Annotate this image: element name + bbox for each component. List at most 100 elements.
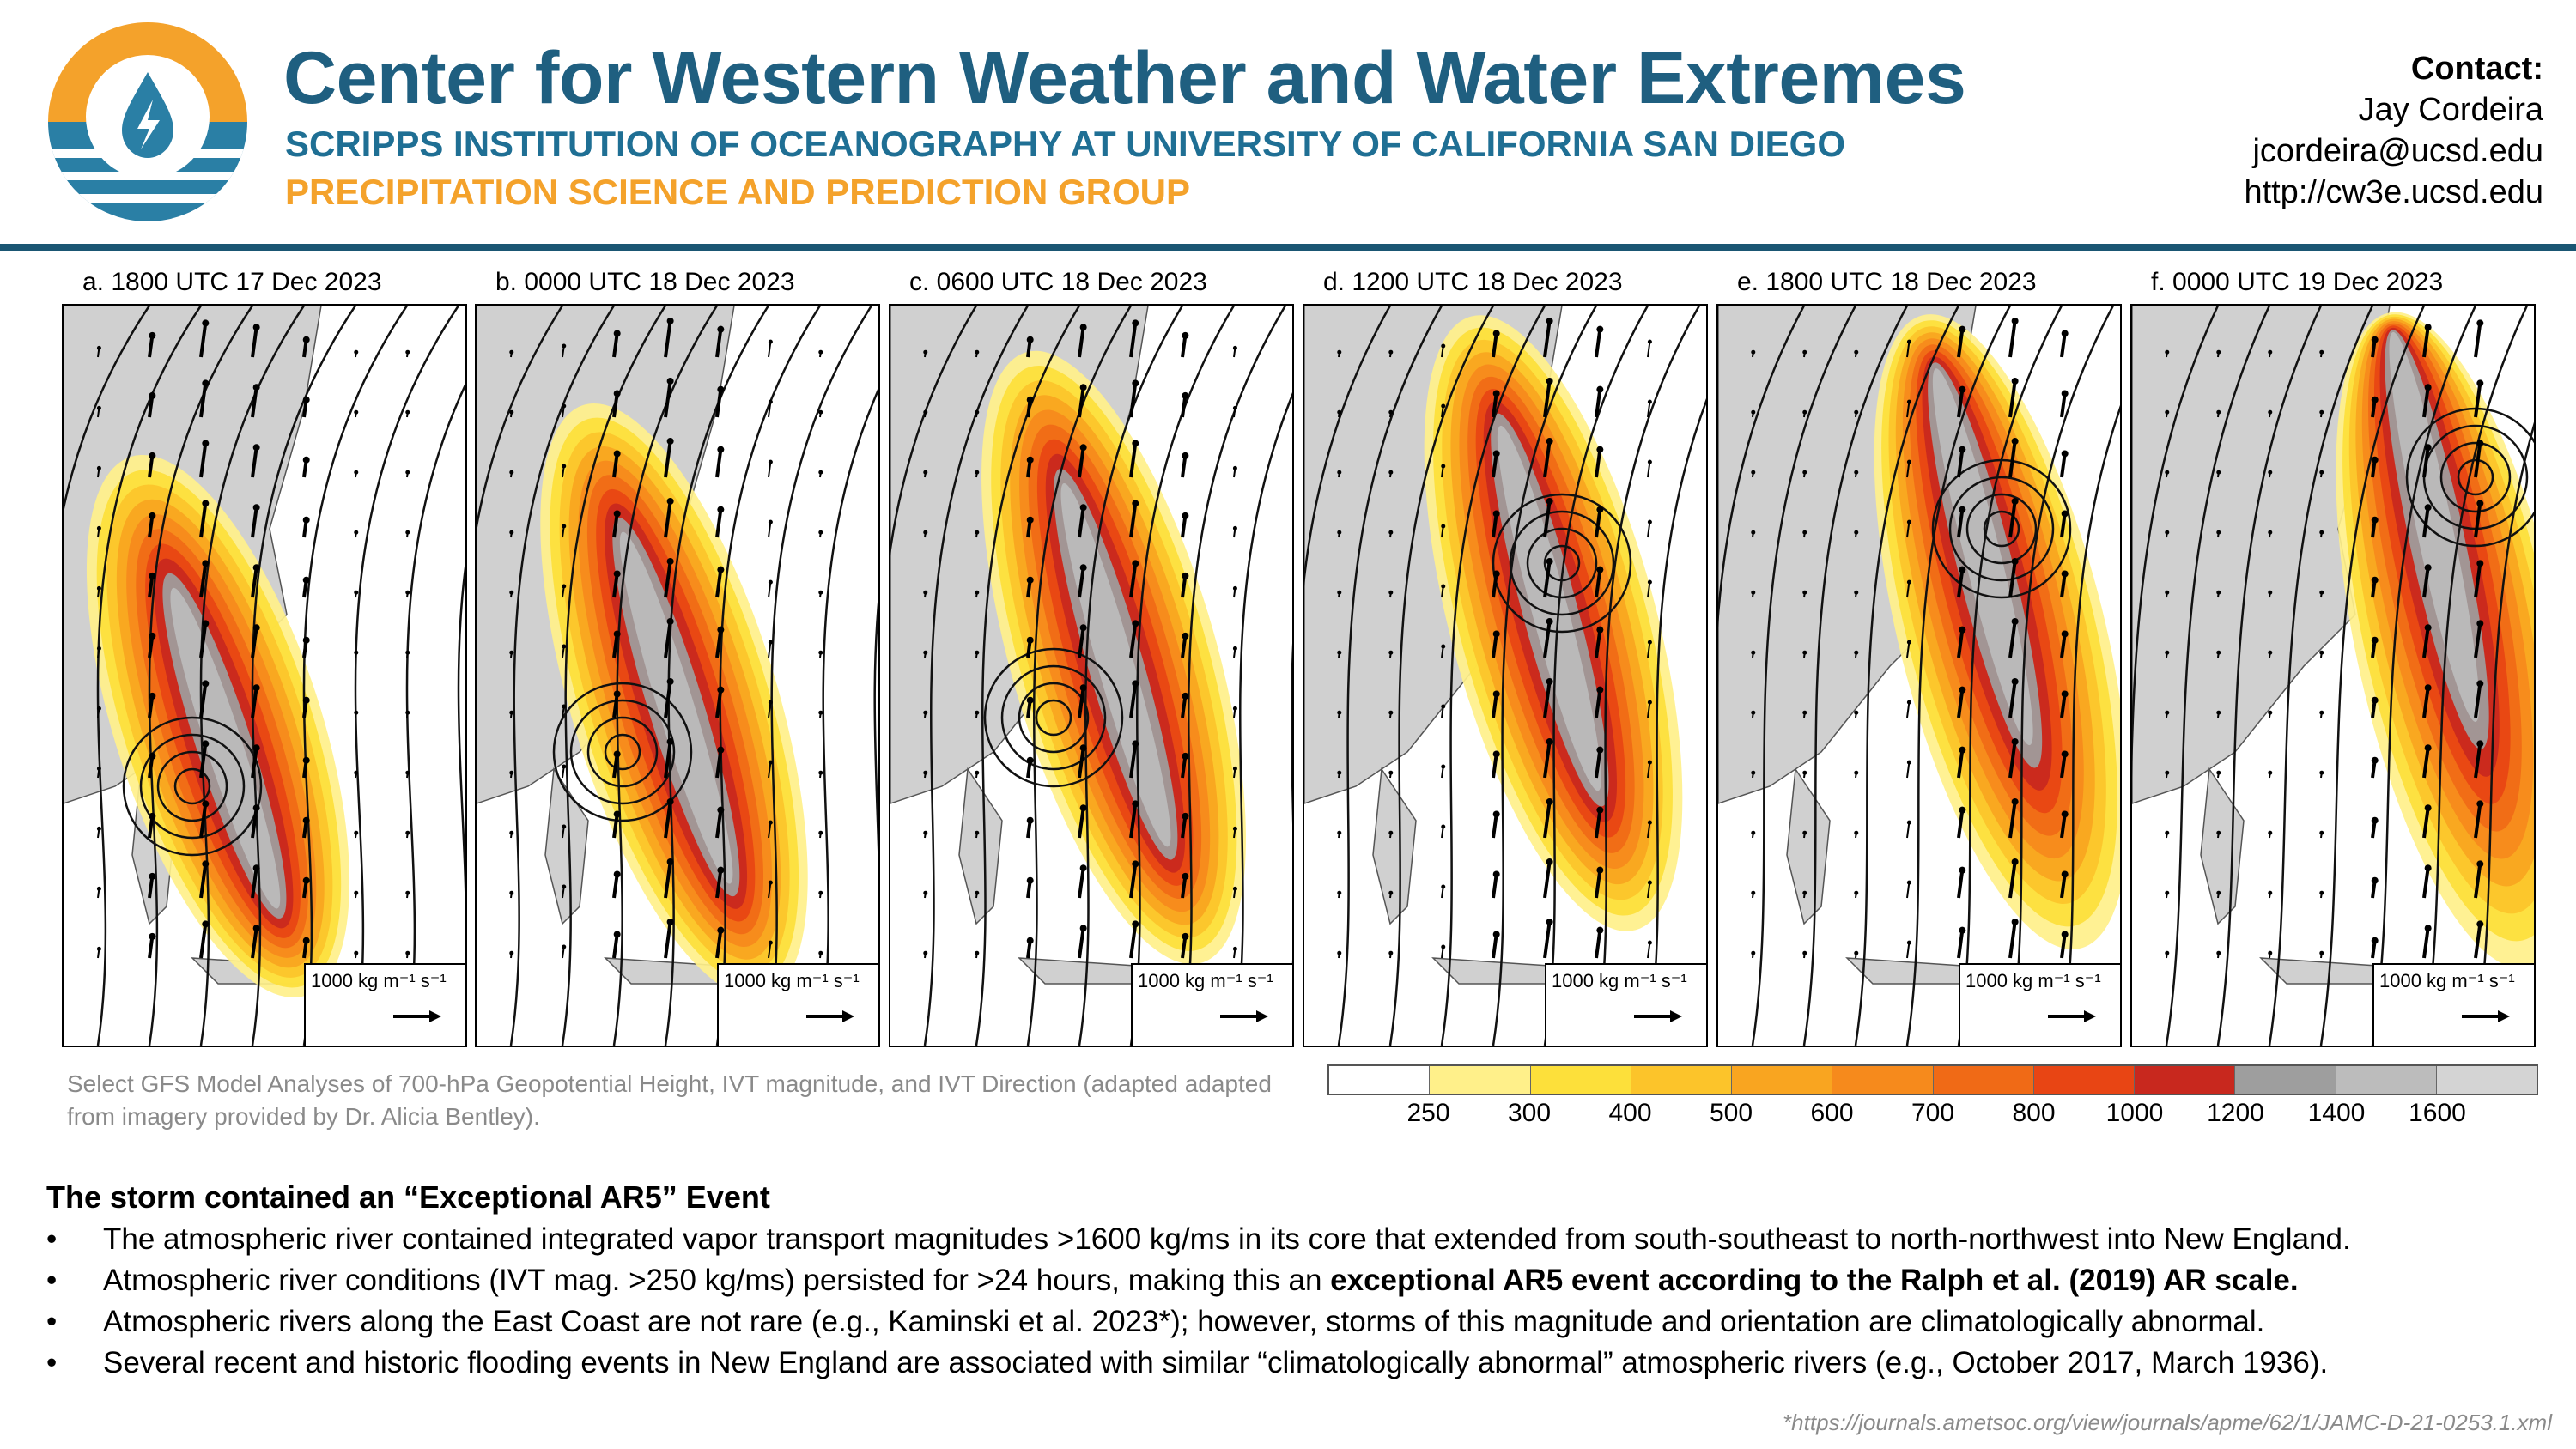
ivt-vector <box>2008 621 2017 658</box>
ivt-vector-head <box>1751 710 1756 715</box>
ivt-vector-head <box>1388 530 1394 535</box>
ivt-vector-head <box>1026 336 1034 343</box>
ivt-vector-head <box>717 446 725 453</box>
ivt-vector <box>1129 443 1138 478</box>
ivt-vector-head <box>666 918 674 925</box>
ivt-vector-head <box>1647 700 1652 705</box>
ivt-vector-head <box>975 710 980 715</box>
ivt-vector-head <box>1441 464 1446 469</box>
ivt-vector-head <box>666 377 674 385</box>
height-contour <box>2268 306 2374 1046</box>
ivt-vector-head <box>1546 317 1553 324</box>
height-contour <box>1026 306 1133 1046</box>
ivt-vector-head <box>2011 918 2019 925</box>
ivt-vector-head <box>2268 770 2273 775</box>
ivt-vector-head <box>1647 820 1652 825</box>
ivt-vector <box>1129 383 1138 418</box>
ivt-vector-head <box>1337 830 1342 835</box>
ivt-vector-head <box>2061 750 2069 758</box>
ivt-vector <box>1906 641 1911 658</box>
ivt-vector <box>1543 621 1552 658</box>
ivt-vector-head <box>202 680 210 688</box>
reference-vector-label: 1000 kg m⁻¹ s⁻¹ <box>311 970 447 991</box>
contact-email[interactable]: jcordeira@ucsd.edu <box>2252 133 2543 169</box>
ivt-vector-head <box>562 403 567 409</box>
ivt-vector-head <box>1647 880 1652 885</box>
ivt-vector-head <box>2216 770 2221 775</box>
ivt-vector-head <box>1854 890 1859 895</box>
ivt-vector-head <box>149 692 156 700</box>
ivt-vector-head <box>1232 826 1237 831</box>
ivt-vector-head <box>1596 325 1604 333</box>
ivt-vector-head <box>1026 576 1034 584</box>
ivt-vector-head <box>202 620 210 627</box>
ivt-vector-head <box>1132 800 1139 808</box>
ivt-vector-head <box>1182 391 1189 399</box>
ivt-vector-head <box>149 391 156 399</box>
ivt-vector <box>664 921 672 959</box>
ivt-vector-head <box>1802 650 1807 655</box>
ivt-vector <box>2474 924 2482 959</box>
ivt-vector-head <box>666 797 674 805</box>
ivt-vector <box>148 755 155 779</box>
contact-url[interactable]: http://cw3e.ucsd.edu <box>2244 174 2543 210</box>
ivt-vector <box>1543 681 1552 718</box>
ivt-vector-head <box>509 770 514 775</box>
ivt-vector <box>148 815 155 839</box>
ivt-vector-head <box>666 557 674 565</box>
ivt-vector-head <box>1132 560 1139 567</box>
ivt-vector <box>2422 687 2430 718</box>
height-contour <box>2165 306 2271 1046</box>
ivt-vector <box>1181 515 1188 538</box>
height-contour <box>1509 510 1615 616</box>
ivt-vector <box>2008 681 2017 718</box>
footnote-reference[interactable]: *https://journals.ametsoc.org/view/journ… <box>1783 1410 2552 1435</box>
ivt-vector-head <box>1388 830 1394 835</box>
ivt-vector <box>1492 634 1498 658</box>
ivt-vector-head <box>1441 644 1446 649</box>
ivt-vector-head <box>923 590 928 595</box>
ivt-vector <box>2060 453 2067 478</box>
cw3e-logo <box>46 21 249 223</box>
ivt-vector <box>1078 927 1085 959</box>
ivt-vector-head <box>1546 497 1553 505</box>
ivt-vector-head <box>2216 470 2221 475</box>
ivt-vector-head <box>1647 640 1652 645</box>
ivt-vector <box>1078 807 1085 839</box>
ivt-vector-head <box>923 409 928 415</box>
height-contour <box>1751 306 1857 1046</box>
ivt-vector-head <box>2476 500 2484 507</box>
ivt-vector-head <box>1492 931 1500 938</box>
ivt-vector <box>612 934 619 959</box>
ivt-vector <box>2008 440 2017 478</box>
ivt-vector <box>251 567 258 598</box>
ivt-vector-head <box>2424 624 2432 632</box>
ivt-vector <box>2474 323 2482 358</box>
ivt-vector-head <box>1441 584 1446 589</box>
ivt-vector-head <box>2371 336 2379 343</box>
height-contour <box>457 560 465 1046</box>
ivt-vector <box>148 455 155 478</box>
ivt-vector-head <box>1182 512 1189 519</box>
ivt-vector <box>2060 513 2067 538</box>
ivt-vector-head <box>1546 557 1553 565</box>
ivt-vector-head <box>149 752 156 760</box>
ivt-vector-head <box>613 750 621 758</box>
ivt-vector-head <box>818 830 823 835</box>
ivt-vector-head <box>1388 650 1394 655</box>
ivt-vector-head <box>1182 812 1189 820</box>
ivt-vector-head <box>509 830 514 835</box>
ivt-vector-head <box>1751 409 1756 415</box>
ivt-vector <box>2008 561 2017 598</box>
ivt-vector-head <box>1132 379 1139 387</box>
ivt-vector-head <box>2371 696 2379 704</box>
ivt-vector <box>1078 567 1085 598</box>
ivt-vector-head <box>1647 339 1652 344</box>
ivt-vector-head <box>2268 530 2273 535</box>
ivt-vector <box>1906 701 1911 718</box>
ivt-vector-head <box>509 890 514 895</box>
ivt-vector <box>1129 803 1138 839</box>
ivt-vector-head <box>1802 830 1807 835</box>
ivt-vector <box>612 874 619 899</box>
ivt-vector <box>1595 629 1602 658</box>
